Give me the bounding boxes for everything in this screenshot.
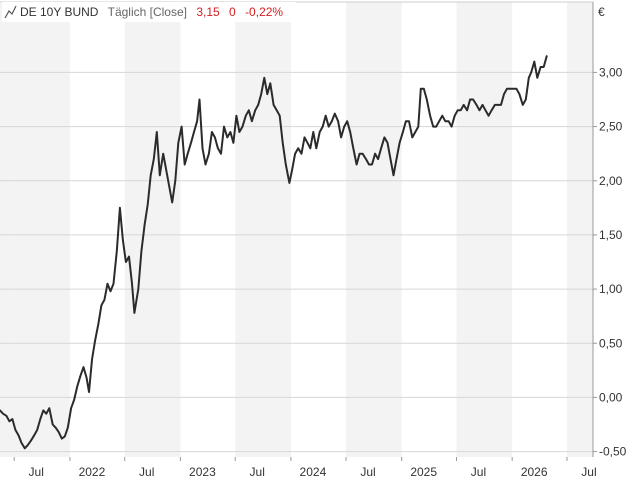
y-tick-label: 3,00 — [599, 65, 623, 79]
x-tick-label: Jul — [471, 465, 486, 479]
y-tick-label: 0,00 — [599, 390, 623, 404]
band-h2-2023 — [235, 2, 291, 457]
band-h2-2026 — [566, 2, 593, 457]
x-tick-label: 2022 — [79, 465, 106, 479]
band-leading — [0, 2, 15, 457]
svg-text:DE 10Y BUND Täglich [Clo: DE 10Y BUND Täglich [Close] 3,15 0 -0,22… — [20, 5, 283, 19]
x-axis-ticks: Jul 2022 Jul 2023 Jul 2024 Jul 2025 Jul 2026 Jul — [13, 457, 597, 479]
x-tick-label: Jul — [250, 465, 265, 479]
header-background — [2, 2, 296, 22]
last-price: 3,15 — [196, 5, 220, 19]
x-tick-label: 2025 — [410, 465, 437, 479]
year-bands — [0, 2, 593, 457]
y-tick-label: -0,50 — [599, 445, 627, 459]
band-h2-2022 — [124, 2, 181, 457]
currency-label: € — [598, 5, 605, 19]
band-h2-2024 — [345, 2, 402, 457]
x-tick-label: Jul — [29, 465, 44, 479]
x-tick-label: 2024 — [300, 465, 327, 479]
band-h2-2025 — [456, 2, 513, 457]
change-percent: -0,22% — [245, 5, 283, 19]
series-polyline — [0, 55, 548, 450]
chart-header: DE 10Y BUND Täglich [Close] 3,15 0 -0,22… — [2, 2, 296, 22]
x-tick-label: 2026 — [521, 465, 548, 479]
x-tick-label: Jul — [581, 465, 596, 479]
x-tick-label: Jul — [360, 465, 375, 479]
y-tick-label: 2,50 — [599, 120, 623, 134]
y-tick-label: 0,50 — [599, 336, 623, 350]
gridlines — [0, 71, 593, 453]
y-axis-ticks: -0,50 0,00 0,50 1,00 1,50 2,00 2,50 3,00 — [593, 65, 627, 459]
instrument-name: DE 10Y BUND — [20, 5, 99, 19]
y-tick-label: 1,50 — [599, 228, 623, 242]
x-tick-label: 2023 — [189, 465, 216, 479]
y-tick-label: 1,00 — [599, 282, 623, 296]
y-tick-label: 2,00 — [599, 174, 623, 188]
interval-label: Täglich [Close] — [108, 5, 187, 19]
x-tick-label: Jul — [139, 465, 154, 479]
band-h2-2021 — [14, 2, 70, 457]
change-value: 0 — [229, 5, 236, 19]
line-chart-icon — [4, 5, 17, 19]
series-line — [0, 55, 548, 450]
